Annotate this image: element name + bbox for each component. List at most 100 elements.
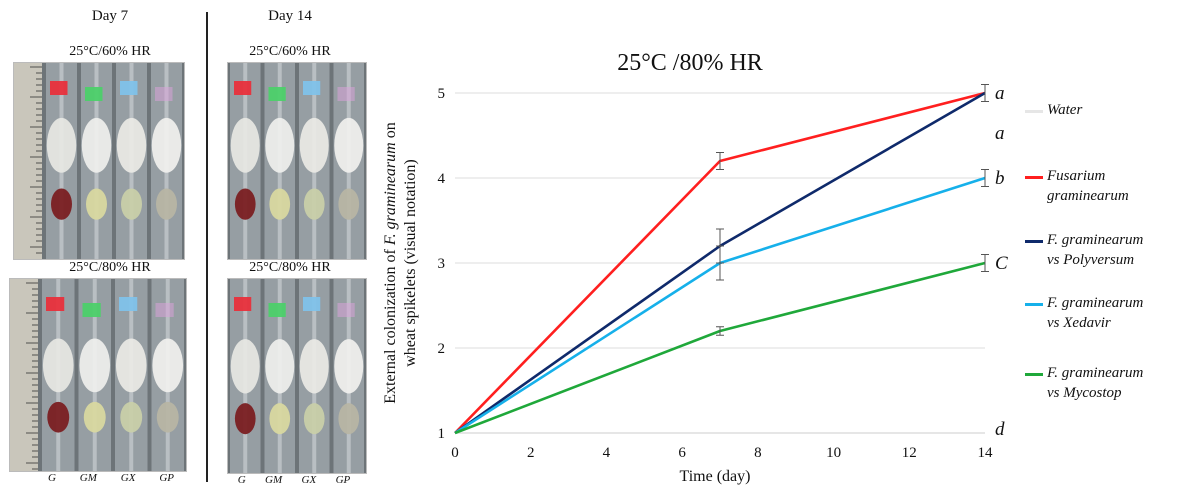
condition-label: 25°C/80% HR xyxy=(249,260,331,275)
legend-swatch xyxy=(1025,176,1043,179)
color-tag xyxy=(119,297,138,311)
legend-label: Fusarium graminearum xyxy=(1047,168,1129,204)
x-tick-label: 10 xyxy=(826,445,841,461)
condition-label: 25°C/80% HR xyxy=(69,260,151,275)
significance-letter: d xyxy=(995,419,1005,440)
x-tick-label: 12 xyxy=(902,445,917,461)
color-tag xyxy=(155,87,173,101)
mycelium xyxy=(334,339,364,394)
tube-label: G xyxy=(47,472,56,484)
mycelium xyxy=(46,117,77,173)
tube-labels: G GM GX GP xyxy=(228,474,360,486)
legend-swatch xyxy=(1025,373,1043,376)
mycelium xyxy=(299,117,329,173)
x-axis-label: Time (day) xyxy=(680,468,751,485)
ruler xyxy=(14,63,42,259)
x-tick-label: 0 xyxy=(451,445,459,461)
x-tick-label: 2 xyxy=(527,445,535,461)
tube-labels: G GM GX GP xyxy=(36,472,186,484)
y-tick-label: 3 xyxy=(438,256,446,272)
y-tick-label: 1 xyxy=(438,426,446,442)
spikelet xyxy=(303,188,325,220)
y-axis-label-part: F. graminearum xyxy=(382,142,399,246)
color-tag xyxy=(337,87,355,101)
color-tag xyxy=(268,303,286,317)
y-tick-label: 4 xyxy=(438,171,446,187)
color-tag xyxy=(337,303,355,317)
y-axis-label-line1: External colonization of F. graminearum … xyxy=(382,122,399,403)
color-tag xyxy=(85,87,103,101)
mycelium xyxy=(334,117,364,173)
mycelium xyxy=(265,339,295,394)
mycelium xyxy=(230,339,260,394)
mycelium xyxy=(115,338,147,393)
color-tag xyxy=(46,297,65,311)
tube-photo xyxy=(227,62,367,260)
tube-label: G xyxy=(237,474,246,486)
spikelet xyxy=(47,401,70,433)
legend-item: F. graminearum vs Polyversum xyxy=(1025,230,1143,270)
series-line xyxy=(454,176,986,435)
tube-label: GP xyxy=(159,472,175,484)
legend-label: F. graminearum vs Mycostop xyxy=(1047,365,1144,401)
spikelet xyxy=(156,188,177,220)
spikelet xyxy=(269,403,291,435)
tube-label: GX xyxy=(301,474,317,486)
legend-item: F. graminearum vs Xedavir xyxy=(1025,293,1143,333)
legend-label: F. graminearum vs Xedavir xyxy=(1047,295,1144,331)
tube-label: GM xyxy=(265,474,283,486)
mycelium xyxy=(230,117,260,173)
panel-title-day7: Day 7 xyxy=(91,8,129,24)
y-axis-label-part: on xyxy=(382,122,399,142)
y-axis-label-part: External colonization of xyxy=(382,245,399,404)
legend-item: Water xyxy=(1025,100,1082,120)
color-tag xyxy=(155,303,174,317)
color-tag xyxy=(234,81,252,95)
color-tag xyxy=(82,303,101,317)
spikelet xyxy=(83,401,106,433)
spikelet xyxy=(51,188,72,220)
panel-title-day14: Day 14 xyxy=(268,8,312,24)
tube-photo xyxy=(13,62,185,260)
mycelium xyxy=(151,117,182,173)
y-tick-label: 5 xyxy=(438,86,446,102)
tube-label: GX xyxy=(120,472,136,484)
color-tag xyxy=(303,297,321,311)
tube-photo xyxy=(227,278,367,474)
condition-label: 25°C/60% HR xyxy=(249,44,331,59)
spikelet xyxy=(234,403,256,435)
spikelet xyxy=(86,188,107,220)
spikelet xyxy=(234,188,256,220)
divider xyxy=(206,12,208,482)
chart-title: 25°C /80% HR xyxy=(617,50,763,76)
spikelet xyxy=(338,188,360,220)
significance-letter: a xyxy=(995,83,1005,104)
spikelet xyxy=(338,403,360,435)
spikelet xyxy=(120,401,143,433)
mycelium xyxy=(152,338,184,393)
mycelium xyxy=(265,117,295,173)
legend-swatch xyxy=(1025,240,1043,243)
spikelet xyxy=(269,188,291,220)
mycelium xyxy=(42,338,74,393)
y-tick-label: 2 xyxy=(438,341,446,357)
legend-label: F. graminearum vs Polyversum xyxy=(1047,232,1144,268)
mycelium xyxy=(299,339,329,394)
spikelet xyxy=(121,188,142,220)
legend-swatch xyxy=(1025,110,1043,113)
legend-label: Water xyxy=(1047,102,1083,118)
color-tag xyxy=(303,81,321,95)
legend-swatch xyxy=(1025,303,1043,306)
y-axis-label: External colonization of F. graminearum … xyxy=(382,122,419,403)
spikelet xyxy=(303,403,325,435)
y-axis-label-line2: wheat spikelets (visual notation) xyxy=(402,159,419,367)
mycelium xyxy=(116,117,147,173)
ruler xyxy=(10,279,38,471)
color-tag xyxy=(50,81,68,95)
legend-item: Fusarium graminearum xyxy=(1025,166,1129,206)
tube-label: GM xyxy=(79,472,97,484)
legend-item: F. graminearum vs Mycostop xyxy=(1025,363,1143,403)
x-tick-label: 6 xyxy=(678,445,686,461)
spikelet xyxy=(156,401,179,433)
